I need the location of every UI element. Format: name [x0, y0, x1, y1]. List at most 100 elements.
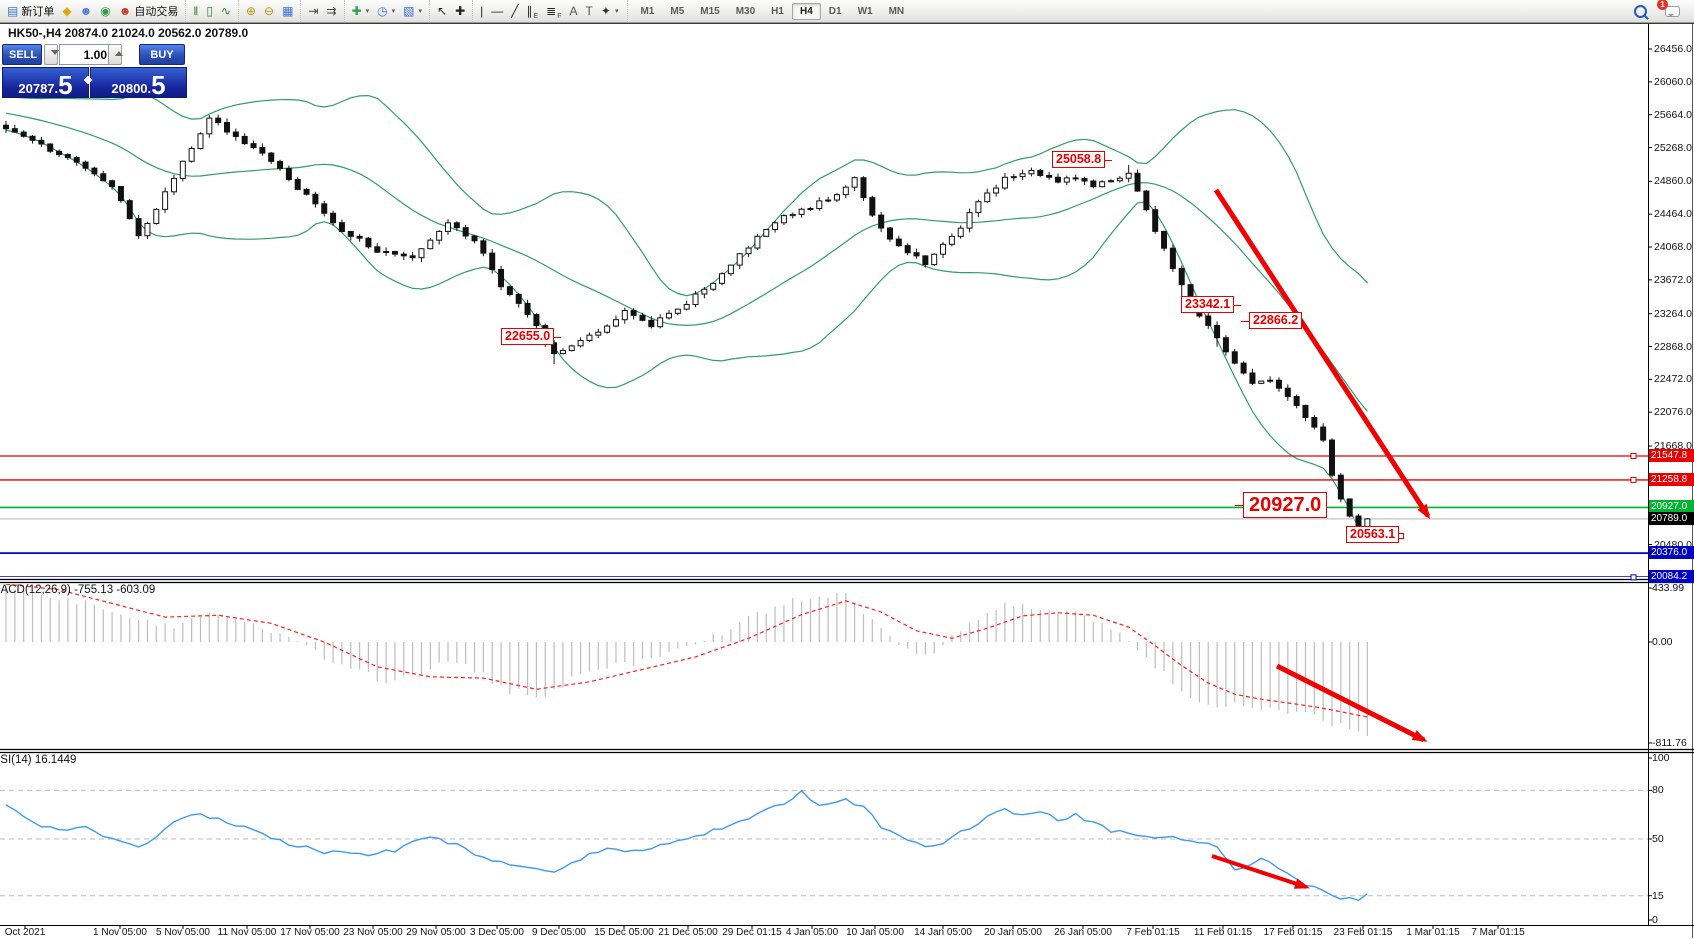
up-triangle-icon: [115, 47, 123, 56]
search-icon[interactable]: [1630, 1, 1651, 21]
time-axis-label: 1 Nov 05:00: [93, 927, 147, 938]
volume-input[interactable]: [59, 44, 111, 65]
new-order-label: 新订单: [21, 6, 55, 18]
down-triangle-icon: [51, 50, 59, 59]
vertical-line-icon[interactable]: |: [480, 4, 484, 18]
price-callout-label[interactable]: 22866.2: [1240, 312, 1303, 329]
arrows-icon[interactable]: ✦ ▾: [600, 4, 619, 18]
equidistant-channel-icon[interactable]: ∥ E: [526, 4, 539, 20]
bollinger-lower-band: [5, 129, 1368, 541]
price-callout-label[interactable]: 20563.1: [1346, 526, 1405, 543]
period-icon[interactable]: ◷ ▾: [377, 4, 396, 18]
timeframe-d1-button[interactable]: D1: [828, 5, 842, 17]
zoom-out-icon[interactable]: ⊖: [264, 4, 275, 18]
fibonacci-icon[interactable]: ≣ F: [546, 4, 562, 20]
toolbar-icon-groups: ▤ 新订单 ◆ ☻ ◉ ☻ 自动交易 ‖ ▯ ∿ ⊕ ⊖ ▦ ⇥ ⇉ ✚ ▾ ◷ ▾ ▧ ▾ ↖ ✚ | — ╱ ∥ E ≣ F A T ✦ ▾: [0, 0, 625, 22]
notifications-icon[interactable]: 1: [1657, 0, 1684, 21]
trendline-icon[interactable]: ╱: [511, 4, 519, 18]
rsi-indicator-label: RSI(14) 16.1449: [0, 754, 77, 766]
price-axis-tick: 26456.0: [1654, 43, 1692, 55]
timeframe-m15-button[interactable]: M15: [700, 5, 720, 17]
horizontal-line-icon[interactable]: —: [491, 4, 504, 18]
macd-axis-label: 433.99: [1652, 582, 1685, 594]
timeframe-h1-button[interactable]: H1: [771, 5, 784, 17]
toolbar-group: ↖ ✚: [429, 0, 472, 22]
text-label-icon[interactable]: T: [585, 4, 593, 18]
price-callout-label[interactable]: 23342.1: [1181, 296, 1242, 313]
timeframe-m1-button[interactable]: M1: [640, 5, 655, 17]
new-order-icon[interactable]: ▤ 新订单: [7, 4, 55, 18]
timeframe-w1-button[interactable]: W1: [857, 5, 873, 17]
price-axis-badge: 20084.2: [1649, 570, 1694, 584]
macd-trend-arrow[interactable]: [1275, 663, 1428, 743]
time-axis-label: 4 Jan 05:00: [785, 927, 839, 938]
rsi-line: [5, 789, 1368, 902]
main-trend-arrow[interactable]: [1213, 188, 1431, 520]
time-axis-label: 20 Jan 05:00: [984, 927, 1042, 938]
candlestick-chart-icon[interactable]: ▯: [206, 4, 213, 18]
gold-ingot-icon[interactable]: ◆: [62, 4, 72, 18]
line-handle: [1630, 574, 1637, 581]
toolbar-group: | — ╱ ∥ E ≣ F A T ✦ ▾: [472, 0, 625, 22]
crosshair-icon[interactable]: ✚: [455, 4, 466, 18]
time-axis-label: 3 Dec 05:00: [470, 927, 524, 938]
price-callout-label[interactable]: 25058.8: [1052, 151, 1113, 168]
timeframe-h4-button[interactable]: H4: [791, 2, 821, 20]
buy-price-frac: 5: [151, 70, 166, 100]
price-axis-tick: 22472.0: [1654, 373, 1692, 386]
price-axis-tick: 24860.0: [1654, 175, 1692, 188]
time-axis-label: 7 Feb 01:15: [1126, 927, 1180, 938]
tile-windows-icon[interactable]: ▦: [282, 4, 294, 18]
volume-increase-button[interactable]: [108, 44, 123, 65]
buy-price-dot: .: [147, 81, 152, 96]
bollinger-middle-band: [5, 112, 1368, 412]
auto-trading-icon[interactable]: ☻ 自动交易: [118, 4, 179, 18]
price-axis-tick: 26060.0: [1654, 75, 1692, 88]
price-callout-label[interactable]: 20927.0: [1234, 492, 1328, 518]
price-axis-badge: 20927.0: [1649, 500, 1694, 514]
rsi-axis-label: 0: [1652, 914, 1658, 926]
price-axis-tick: 22076.0: [1654, 406, 1692, 419]
toolbar-group: ▤ 新订单 ◆ ☻ ◉ ☻ 自动交易: [0, 0, 185, 22]
toolbar-group: ‖ ▯ ∿: [185, 0, 238, 22]
bar-chart-icon[interactable]: ‖: [193, 4, 199, 18]
time-axis-label: 21 Dec 05:00: [658, 927, 718, 938]
price-callout-label[interactable]: 22655.0: [501, 328, 562, 345]
community-icon[interactable]: ☻: [79, 4, 93, 18]
timeframe-m30-button[interactable]: M30: [735, 5, 756, 17]
text-icon[interactable]: A: [569, 4, 578, 18]
buy-price[interactable]: 20800. 5: [90, 67, 187, 98]
time-axis-label: 17 Nov 05:00: [280, 927, 340, 938]
line-handle: [1630, 452, 1637, 459]
notification-badge: 1: [1657, 0, 1668, 10]
line-handle: [1630, 476, 1637, 483]
toolbar-group: ⇥ ⇉: [300, 0, 343, 22]
line-chart-icon[interactable]: ∿: [220, 4, 231, 18]
volume-decrease-button[interactable]: [44, 44, 59, 65]
new-chart-icon[interactable]: ✚ ▾: [351, 4, 370, 18]
macd-signal-line: [5, 584, 1368, 718]
sell-price-main: 20787: [18, 81, 55, 96]
rsi-panel: [0, 789, 1648, 902]
time-axis-label: 14 Jan 05:00: [914, 927, 972, 938]
chat-balloon-icon: [1665, 5, 1680, 17]
timeframe-m5-button[interactable]: M5: [670, 5, 685, 17]
auto-trading-label: 自动交易: [134, 6, 179, 18]
rsi-trend-arrow[interactable]: [1211, 854, 1310, 889]
zoom-in-icon[interactable]: ⊕: [245, 4, 257, 18]
buy-button[interactable]: BUY: [139, 44, 185, 65]
toolbar-group: ✚ ▾ ◷ ▾ ▧ ▾: [343, 0, 429, 22]
rsi-axis-label: 15: [1652, 889, 1664, 902]
sell-button[interactable]: SELL: [2, 44, 42, 65]
timeframe-mn-button[interactable]: MN: [888, 5, 905, 17]
chart-window[interactable]: HK50-,H4 20874.0 21024.0 20562.0 20789.0…: [0, 22, 1694, 940]
cursor-icon[interactable]: ↖: [437, 4, 448, 18]
sell-price[interactable]: 20787. 5: [2, 67, 89, 98]
templates-icon[interactable]: ▧ ▾: [403, 4, 423, 18]
auto-scroll-icon[interactable]: ⇉: [326, 4, 337, 18]
chart-shift-icon[interactable]: ⇥: [308, 4, 319, 18]
time-axis-label: 7 Mar 01:15: [1471, 927, 1525, 938]
time-axis-label: 5 Nov 05:00: [156, 927, 210, 938]
signal-icon[interactable]: ◉: [100, 4, 111, 18]
